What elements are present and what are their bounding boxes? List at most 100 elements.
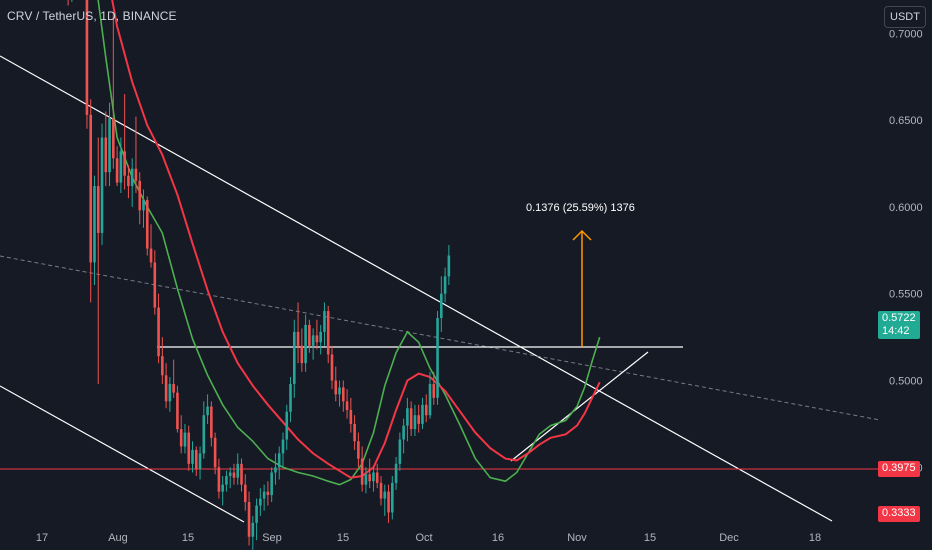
candle[interactable] bbox=[172, 359, 175, 398]
candle[interactable] bbox=[123, 94, 126, 190]
candle[interactable] bbox=[96, 137, 100, 384]
candle[interactable] bbox=[281, 432, 285, 468]
candle[interactable] bbox=[108, 102, 111, 187]
candle[interactable] bbox=[168, 377, 172, 412]
candle[interactable] bbox=[112, 12, 115, 169]
candle[interactable] bbox=[353, 415, 356, 450]
candle[interactable] bbox=[119, 137, 123, 194]
candle[interactable] bbox=[176, 385, 179, 433]
candle[interactable] bbox=[262, 484, 266, 511]
candle[interactable] bbox=[372, 467, 375, 492]
candle[interactable] bbox=[130, 158, 134, 207]
candle[interactable] bbox=[375, 463, 379, 489]
candle[interactable] bbox=[394, 456, 398, 490]
candle[interactable] bbox=[391, 475, 394, 520]
candle[interactable] bbox=[183, 423, 187, 454]
candle[interactable] bbox=[360, 446, 364, 492]
candle[interactable] bbox=[115, 146, 119, 187]
candle[interactable] bbox=[387, 484, 390, 523]
candle[interactable] bbox=[274, 453, 277, 485]
candle[interactable] bbox=[447, 245, 451, 286]
candle[interactable] bbox=[292, 319, 296, 398]
candle[interactable] bbox=[187, 425, 191, 471]
candle[interactable] bbox=[228, 467, 232, 489]
dashed-resistance-line[interactable] bbox=[0, 255, 881, 421]
candle[interactable] bbox=[285, 404, 289, 450]
candle[interactable] bbox=[217, 458, 221, 499]
candle[interactable] bbox=[406, 397, 409, 442]
candle[interactable] bbox=[232, 463, 236, 485]
candle[interactable] bbox=[67, 0, 70, 6]
candle[interactable] bbox=[398, 432, 402, 471]
candle[interactable] bbox=[383, 484, 387, 516]
candle[interactable] bbox=[202, 401, 206, 459]
candle[interactable] bbox=[251, 515, 255, 550]
candle[interactable] bbox=[424, 394, 428, 423]
candle[interactable] bbox=[368, 458, 371, 489]
symbol-title[interactable]: CRV / TetherUS, 1D, BINANCE bbox=[7, 9, 177, 23]
candle[interactable] bbox=[428, 371, 432, 419]
candle[interactable] bbox=[164, 363, 168, 409]
candle[interactable] bbox=[247, 491, 251, 546]
candle[interactable] bbox=[300, 328, 304, 372]
candle[interactable] bbox=[127, 165, 130, 199]
candle[interactable] bbox=[213, 432, 217, 475]
ema-fast-line[interactable] bbox=[8, 0, 601, 486]
candle[interactable] bbox=[349, 397, 353, 433]
candle[interactable] bbox=[134, 116, 138, 194]
candle[interactable] bbox=[153, 250, 157, 315]
candle[interactable] bbox=[413, 404, 417, 437]
candle[interactable] bbox=[198, 446, 202, 480]
candle[interactable] bbox=[89, 99, 93, 303]
candle[interactable] bbox=[311, 328, 315, 360]
candle[interactable] bbox=[161, 337, 164, 384]
candle[interactable] bbox=[270, 467, 273, 503]
candle[interactable] bbox=[436, 311, 439, 405]
candle[interactable] bbox=[443, 267, 447, 303]
candle[interactable] bbox=[100, 123, 104, 246]
channel-upper-trendline[interactable] bbox=[0, 55, 833, 522]
candle[interactable] bbox=[409, 401, 413, 437]
candle[interactable] bbox=[142, 189, 145, 228]
candle[interactable] bbox=[296, 302, 300, 364]
candle[interactable] bbox=[330, 345, 334, 390]
candle[interactable] bbox=[323, 302, 326, 346]
candle[interactable] bbox=[206, 394, 209, 424]
candle[interactable] bbox=[243, 474, 247, 511]
candle[interactable] bbox=[338, 380, 341, 407]
candle[interactable] bbox=[432, 371, 436, 405]
ema-slow-line[interactable] bbox=[8, 0, 601, 479]
candle[interactable] bbox=[345, 389, 349, 419]
candle[interactable] bbox=[334, 366, 338, 402]
candle[interactable] bbox=[379, 475, 383, 506]
candle[interactable] bbox=[138, 172, 142, 225]
candle[interactable] bbox=[342, 380, 345, 412]
candle[interactable] bbox=[71, 0, 74, 3]
candle[interactable] bbox=[236, 453, 240, 485]
candle[interactable] bbox=[221, 475, 224, 506]
candle[interactable] bbox=[304, 314, 307, 372]
candle[interactable] bbox=[179, 415, 183, 454]
candle[interactable] bbox=[402, 418, 405, 454]
candle[interactable] bbox=[145, 196, 149, 256]
candle[interactable] bbox=[289, 377, 292, 423]
candle[interactable] bbox=[157, 293, 160, 364]
candle[interactable] bbox=[357, 432, 360, 468]
candle[interactable] bbox=[149, 224, 153, 268]
candle[interactable] bbox=[85, 0, 89, 129]
candle[interactable] bbox=[266, 481, 270, 506]
candle[interactable] bbox=[259, 488, 262, 516]
candle[interactable] bbox=[194, 446, 198, 476]
candle[interactable] bbox=[308, 319, 311, 353]
candle[interactable] bbox=[104, 111, 108, 187]
candle[interactable] bbox=[364, 467, 368, 494]
candle[interactable] bbox=[93, 175, 96, 286]
candle[interactable] bbox=[417, 404, 420, 433]
candle[interactable] bbox=[440, 276, 443, 332]
channel-lower-trendline[interactable] bbox=[0, 385, 245, 523]
candle[interactable] bbox=[315, 319, 319, 350]
candle[interactable] bbox=[326, 305, 330, 364]
currency-button[interactable]: USDT bbox=[884, 6, 926, 28]
candle[interactable] bbox=[421, 397, 424, 430]
